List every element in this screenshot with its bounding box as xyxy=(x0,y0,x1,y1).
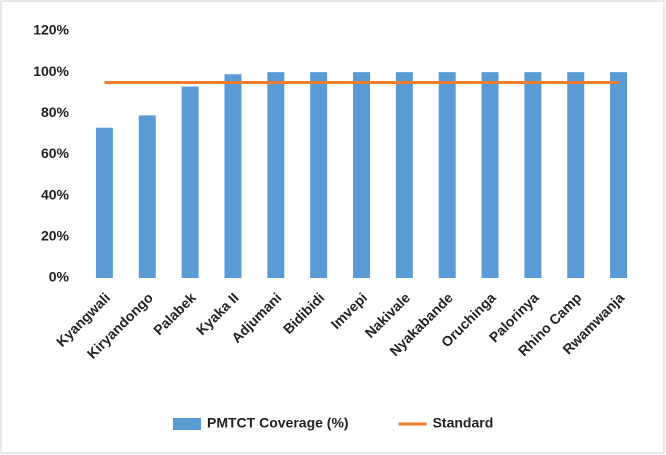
bar xyxy=(481,72,499,279)
bar xyxy=(353,72,370,279)
y-tick-label: 40% xyxy=(41,186,70,202)
bar xyxy=(138,115,156,279)
bar xyxy=(395,72,413,279)
bar xyxy=(567,72,585,279)
bar xyxy=(95,127,113,278)
bar xyxy=(224,74,242,278)
y-tick-label: 80% xyxy=(41,104,70,120)
bar xyxy=(267,72,285,279)
bar xyxy=(438,72,456,279)
y-tick-label: 120% xyxy=(33,22,69,38)
legend-label: PMTCT Coverage (%) xyxy=(207,415,349,431)
y-tick-label: 0% xyxy=(49,269,70,285)
bar xyxy=(310,72,328,279)
y-tick-label: 100% xyxy=(33,63,69,79)
bar xyxy=(610,72,628,279)
bar xyxy=(181,86,199,278)
y-tick-label: 60% xyxy=(41,145,70,161)
legend-label: Standard xyxy=(433,415,494,431)
bar xyxy=(524,72,542,279)
y-tick-label: 20% xyxy=(41,228,70,244)
legend-swatch xyxy=(173,418,201,430)
